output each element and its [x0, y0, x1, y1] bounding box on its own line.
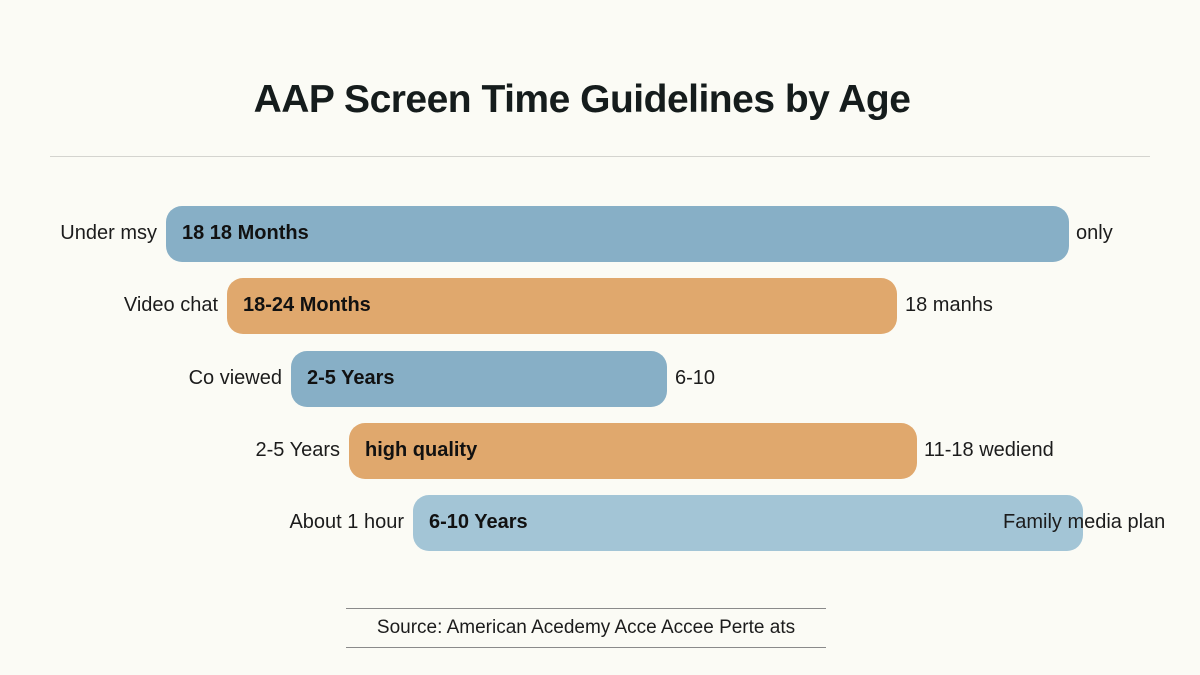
bar	[291, 351, 667, 407]
row-label: About 1 hour	[289, 511, 404, 533]
bar	[349, 423, 917, 479]
bar-label: 6-10 Years	[429, 511, 528, 533]
row-label: 2-5 Years	[255, 439, 340, 461]
title-divider	[50, 156, 1150, 157]
bar	[413, 495, 1083, 551]
chart-title: AAP Screen Time Guidelines by Age	[253, 78, 911, 121]
row-label: Co viewed	[188, 367, 282, 389]
bar-label: high quality	[365, 439, 478, 461]
row-annotation: 18 manhs	[905, 294, 993, 316]
source-text: Source: American Acedemy Acce Accee Pert…	[376, 617, 796, 638]
row-annotation: only	[1076, 222, 1113, 244]
bar-label: 18-24 Months	[243, 294, 371, 316]
row-annotation: Family media plan	[1003, 511, 1166, 533]
row-annotation: 11-18 wediend	[924, 439, 1054, 461]
row-label: Under msy	[60, 222, 157, 244]
bar	[227, 278, 897, 334]
row-label: Video chat	[123, 294, 218, 316]
source-box: Source: American Acedemy Acce Accee Pert…	[346, 608, 826, 648]
bar	[166, 206, 1069, 262]
row-annotation: 6-10	[675, 367, 716, 389]
bar-label: 2-5 Years	[307, 367, 395, 389]
bar-label: 18 18 Months	[182, 222, 309, 244]
